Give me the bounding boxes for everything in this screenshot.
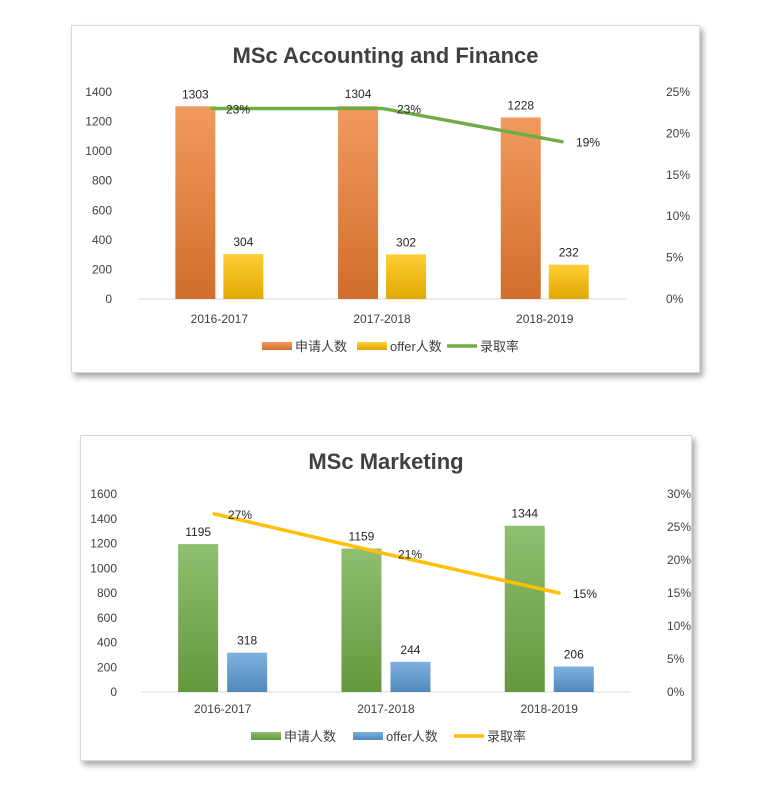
y-tick-label: 1600 <box>90 487 117 501</box>
bar-value-label: 1344 <box>511 507 538 521</box>
bar-value-label: 232 <box>559 246 579 260</box>
bar <box>341 548 382 692</box>
legend-swatch <box>262 342 292 350</box>
legend-label: 申请人数 <box>284 729 336 744</box>
legend-swatch <box>357 342 387 350</box>
bar <box>553 666 594 692</box>
line-series-rate <box>210 106 564 144</box>
bar-value-label: 318 <box>237 634 257 648</box>
y2-tick-label: 25% <box>667 520 691 534</box>
bar <box>338 106 379 300</box>
x-tick-label: 2018-2019 <box>521 702 579 716</box>
y-tick-label: 1000 <box>85 144 112 158</box>
bar <box>178 544 219 692</box>
y-tick-label: 600 <box>92 203 112 217</box>
y2-tick-label: 20% <box>667 553 691 567</box>
bar-value-label: 1195 <box>185 525 211 539</box>
legend-label: offer人数 <box>390 339 442 354</box>
bar <box>386 254 427 299</box>
y-tick-label: 200 <box>92 262 112 276</box>
line-value-label: 21% <box>398 547 422 561</box>
bar <box>504 525 545 692</box>
legend-swatch <box>353 732 383 740</box>
x-tick-label: 2016-2017 <box>194 702 252 716</box>
bar <box>175 106 216 300</box>
x-tick-label: 2016-2017 <box>191 312 249 326</box>
bar <box>227 652 268 692</box>
line-value-label: 15% <box>573 587 597 601</box>
y-tick-label: 600 <box>97 611 117 625</box>
line-value-label: 23% <box>397 103 421 117</box>
bar <box>548 264 589 299</box>
bar-value-label: 1303 <box>182 87 209 101</box>
bar-value-label: 304 <box>233 235 253 249</box>
chart-accounting-finance: MSc Accounting and Finance 0 200 400 600 800 1… <box>71 25 700 373</box>
line-value-label: 19% <box>576 136 600 150</box>
bar-value-label: 1228 <box>507 98 534 112</box>
y-tick-label: 1400 <box>90 512 117 526</box>
y2-tick-label: 10% <box>666 209 690 223</box>
y2-tick-label: 5% <box>666 251 684 265</box>
chart-svg-accounting-finance: MSc Accounting and Finance 0 200 400 600 800 1… <box>85 43 690 354</box>
y2-tick-label: 15% <box>667 586 691 600</box>
legend-label: 录取率 <box>480 339 519 354</box>
x-tick-label: 2017-2018 <box>357 702 415 716</box>
x-tick-label: 2018-2019 <box>516 312 574 326</box>
line-value-label: 27% <box>228 508 252 522</box>
y2-tick-label: 30% <box>667 487 691 501</box>
chart-title: MSc Accounting and Finance <box>233 43 539 68</box>
y2-tick-label: 15% <box>666 168 690 182</box>
line-value-label: 23% <box>226 103 250 117</box>
bar <box>223 254 264 299</box>
y2-tick-label: 10% <box>667 619 691 633</box>
y2-tick-label: 25% <box>666 85 690 99</box>
bar <box>390 661 431 692</box>
y2-tick-label: 20% <box>666 126 690 140</box>
legend-swatch <box>251 732 281 740</box>
legend-label: offer人数 <box>386 729 438 744</box>
y-tick-label: 200 <box>97 660 117 674</box>
x-tick-label: 2017-2018 <box>353 312 411 326</box>
legend-label: 录取率 <box>487 729 526 744</box>
y2-tick-label: 0% <box>667 685 685 699</box>
y-tick-label: 1200 <box>85 115 112 129</box>
bar-value-label: 206 <box>564 648 584 662</box>
y-tick-label: 1200 <box>90 537 117 551</box>
y-tick-label: 400 <box>97 636 117 650</box>
y-tick-label: 800 <box>97 586 117 600</box>
y2-tick-label: 5% <box>667 652 685 666</box>
bar-value-label: 302 <box>396 235 416 249</box>
line-series-rate <box>212 512 561 595</box>
y-tick-label: 0 <box>110 685 117 699</box>
y-tick-label: 800 <box>92 174 112 188</box>
bar-value-label: 1159 <box>349 530 375 544</box>
y-tick-label: 400 <box>92 233 112 247</box>
chart-title: MSc Marketing <box>308 449 463 474</box>
legend-label: 申请人数 <box>295 339 347 354</box>
chart-marketing: MSc Marketing 0 200 400 600 800 1000 1200 1400 16… <box>80 435 692 761</box>
y-tick-label: 1000 <box>90 561 117 575</box>
bar-value-label: 244 <box>400 643 420 657</box>
y-tick-label: 1400 <box>85 85 112 99</box>
y2-tick-label: 0% <box>666 292 684 306</box>
chart-svg-marketing: MSc Marketing 0 200 400 600 800 1000 1200 1400 16… <box>90 449 691 744</box>
bar-value-label: 1304 <box>345 87 372 101</box>
bar <box>500 117 541 299</box>
y-tick-label: 0 <box>105 292 112 306</box>
